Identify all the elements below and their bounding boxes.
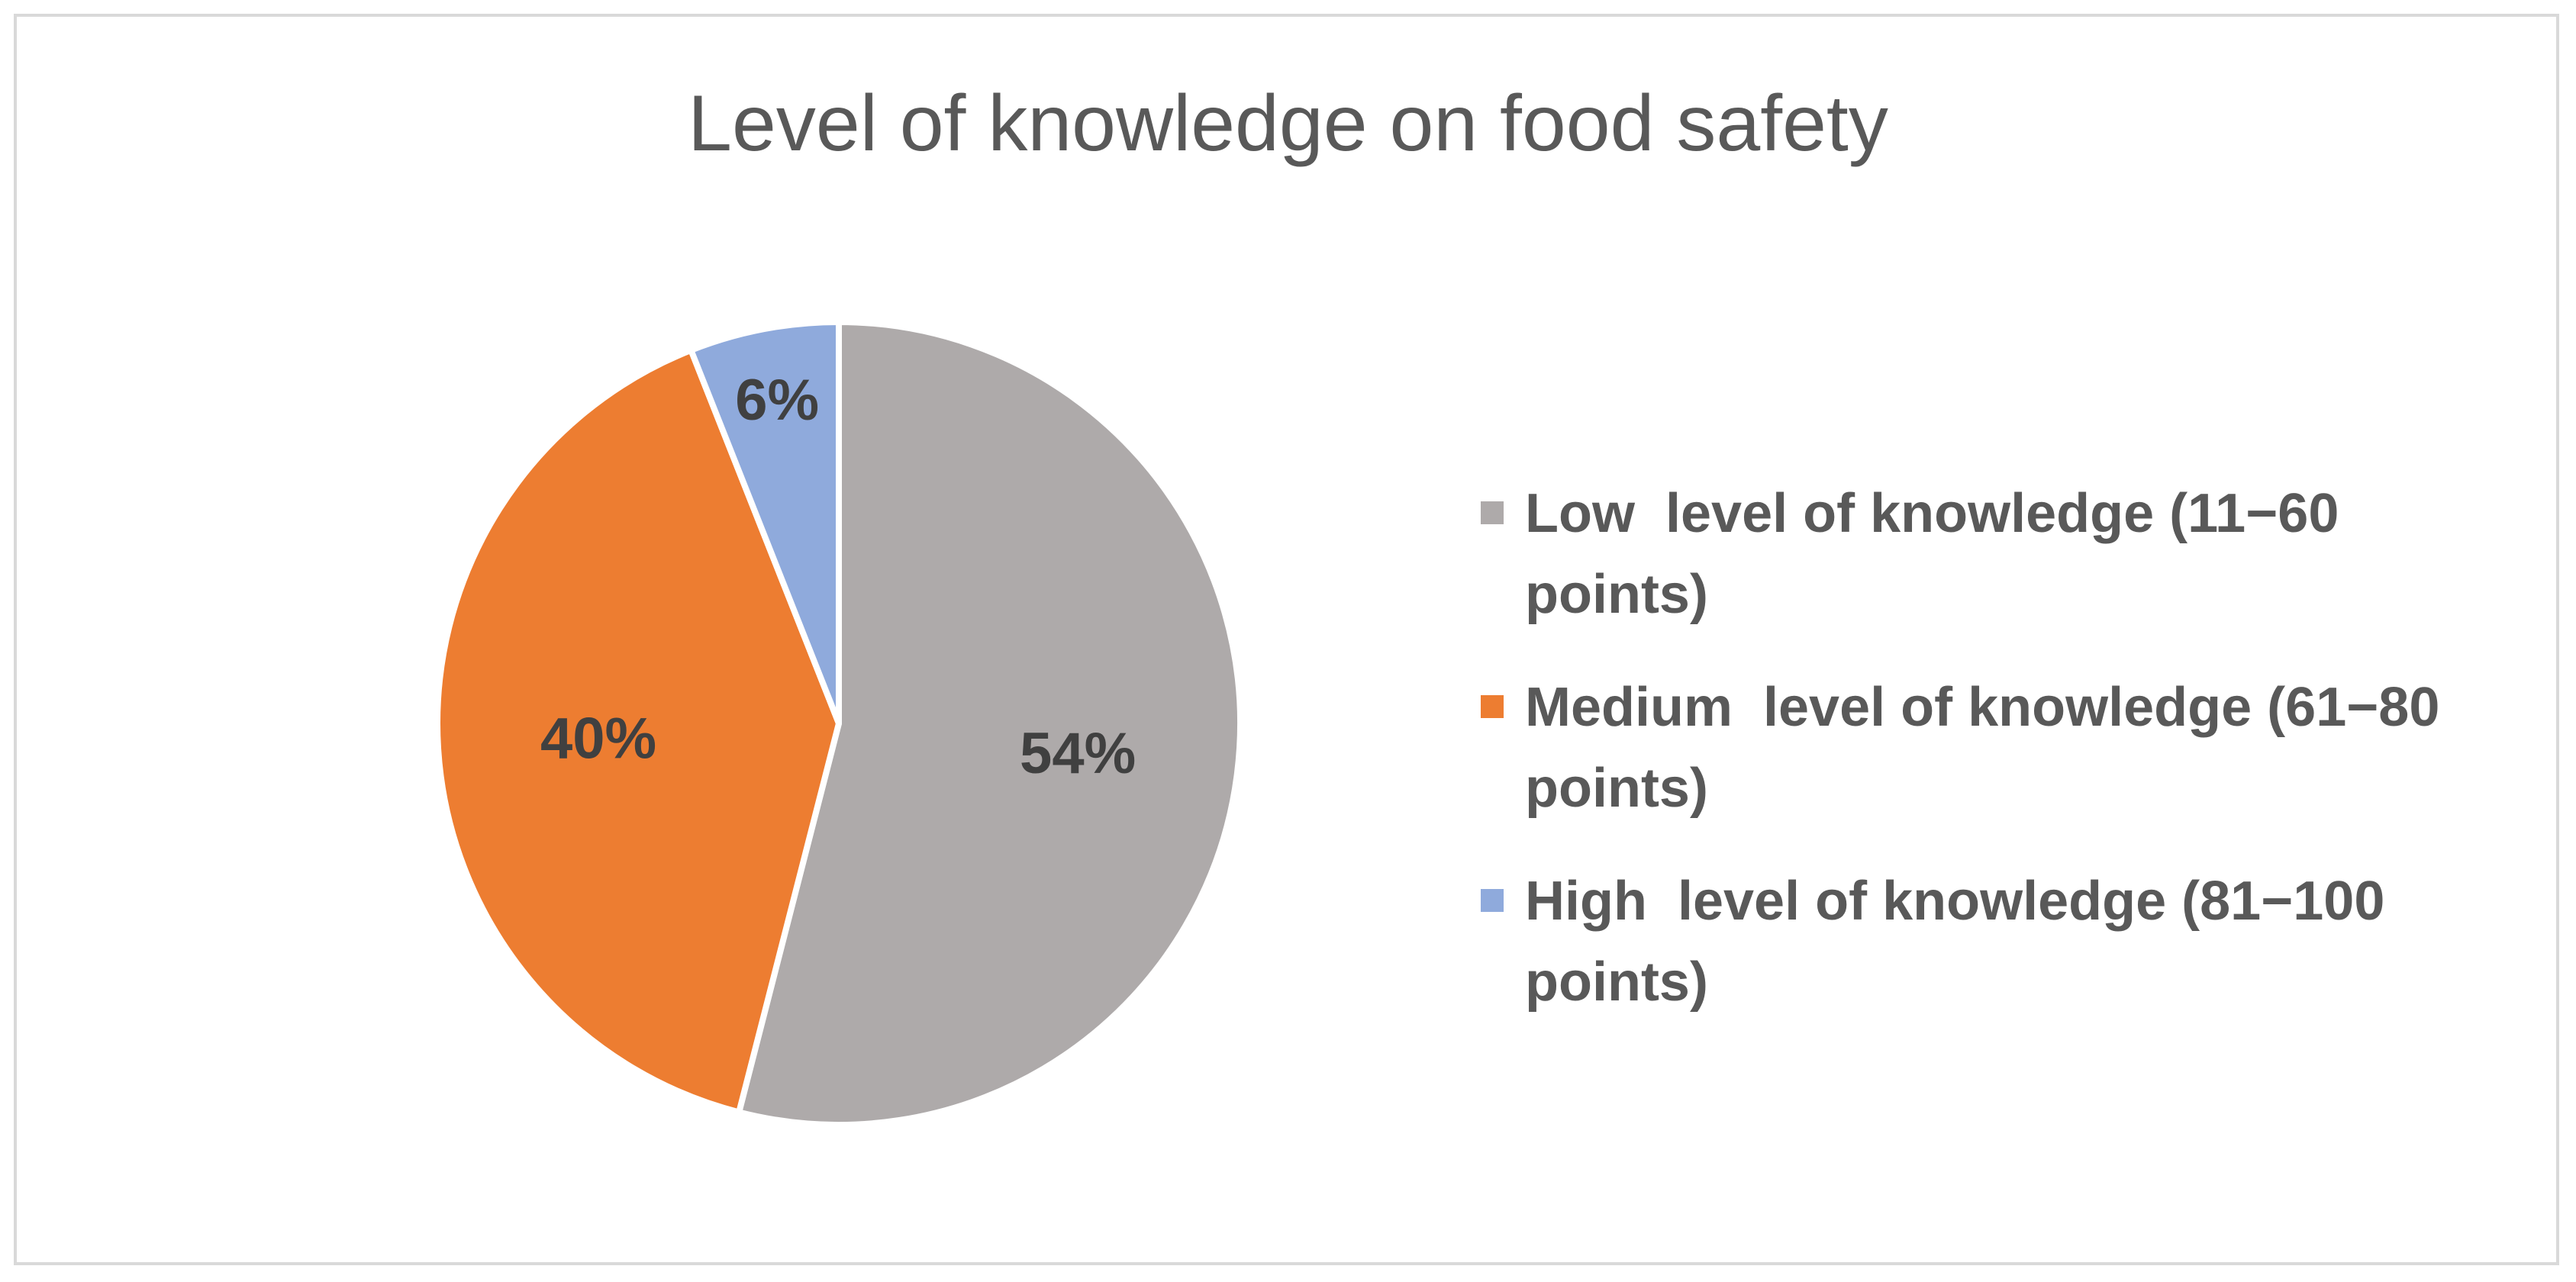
legend-swatch-high <box>1481 889 1504 912</box>
legend-swatch-low <box>1481 501 1504 524</box>
pie-slices <box>434 319 1243 1128</box>
legend-label-high: High level of knowledge (81−100 points) <box>1525 871 2400 1013</box>
chart-area <box>14 14 2559 1265</box>
legend-label-low: Low level of knowledge (11−60 points) <box>1525 483 2355 625</box>
pie-label-medium: 40% <box>540 706 656 771</box>
pie-slice-medium <box>434 346 842 1116</box>
pie-data-labels: 54% 40% 6% <box>540 368 1136 786</box>
pie-label-low: 54% <box>1020 721 1136 786</box>
legend-item-low: Low level of knowledge (11−60 points) <box>1481 473 2519 635</box>
legend-item-medium: Medium level of knowledge (61−80 points) <box>1481 667 2519 829</box>
pie-slice-low <box>736 319 1243 1128</box>
pie-label-high: 6% <box>735 368 819 433</box>
legend-label-medium: Medium level of knowledge (61−80 points) <box>1525 677 2455 819</box>
legend: Low level of knowledge (11−60 points) Me… <box>1481 473 2519 1055</box>
legend-swatch-medium <box>1481 695 1504 718</box>
legend-item-high: High level of knowledge (81−100 points) <box>1481 861 2519 1023</box>
chart-title: Level of knowledge on food safety <box>688 79 1888 168</box>
pie-slice-high <box>688 319 842 726</box>
